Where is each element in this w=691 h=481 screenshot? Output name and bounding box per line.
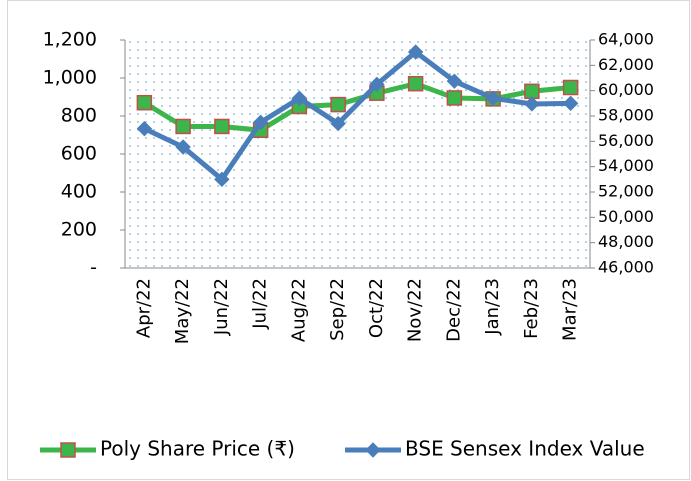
y-tick-label: 1,200 xyxy=(43,29,97,51)
data-point xyxy=(252,114,269,131)
data-point xyxy=(214,171,230,188)
x-tick-label: Mar/23 xyxy=(560,278,581,341)
legend-marker xyxy=(365,442,381,458)
y-tick-label: 1,000 xyxy=(43,67,97,89)
data-point xyxy=(136,94,153,111)
data-point xyxy=(369,76,385,93)
x-tick-label: Aug/22 xyxy=(288,278,309,342)
y2-tick-label: 50,000 xyxy=(598,207,654,226)
y-tick-label: 200 xyxy=(61,219,97,241)
data-point xyxy=(446,73,463,89)
x-tick-label: Dec/22 xyxy=(443,278,464,342)
y-tick-label: - xyxy=(90,257,97,279)
x-tick-label: Nov/22 xyxy=(405,278,426,342)
x-tick-label: Sep/22 xyxy=(327,278,348,341)
legend-label: Poly Share Price (₹) xyxy=(100,437,295,461)
y2-tick-label: 56,000 xyxy=(598,131,654,150)
y-tick-label: 600 xyxy=(61,143,97,165)
data-point xyxy=(446,90,463,106)
y-tick-label: 400 xyxy=(61,181,97,203)
data-point xyxy=(291,90,308,106)
data-point xyxy=(524,96,540,112)
x-tick-label: May/22 xyxy=(172,278,193,344)
y2-tick-label: 58,000 xyxy=(598,106,654,125)
plot-area xyxy=(125,40,590,268)
x-tick-label: Feb/23 xyxy=(521,278,542,339)
data-point xyxy=(330,96,346,113)
y2-tick-label: 54,000 xyxy=(598,156,654,175)
data-point xyxy=(524,83,540,100)
chart-border xyxy=(7,0,690,480)
legend-label: BSE Sensex Index Value xyxy=(405,437,645,461)
data-point xyxy=(214,118,230,135)
y2-tick-label: 60,000 xyxy=(598,80,654,99)
y2-tick-label: 52,000 xyxy=(598,182,654,201)
x-tick-label: Jan/23 xyxy=(482,278,503,336)
data-point xyxy=(562,95,579,112)
y2-tick-label: 48,000 xyxy=(598,232,654,251)
x-tick-label: Jul/22 xyxy=(250,278,271,330)
x-tick-label: Jun/22 xyxy=(211,278,232,336)
y-tick-label: 800 xyxy=(61,105,97,127)
data-point xyxy=(562,79,579,96)
data-point xyxy=(407,44,424,60)
y2-tick-label: 62,000 xyxy=(598,55,654,74)
x-tick-label: Oct/22 xyxy=(366,278,387,338)
data-point xyxy=(330,115,346,132)
data-point xyxy=(175,118,191,135)
x-tick-label: Apr/22 xyxy=(133,278,154,338)
legend-marker xyxy=(60,442,76,458)
data-point xyxy=(136,120,153,137)
y2-tick-label: 64,000 xyxy=(598,30,654,49)
y2-tick-label: 46,000 xyxy=(598,258,654,277)
data-point xyxy=(175,139,191,155)
data-point xyxy=(407,75,424,92)
data-point xyxy=(485,90,501,106)
